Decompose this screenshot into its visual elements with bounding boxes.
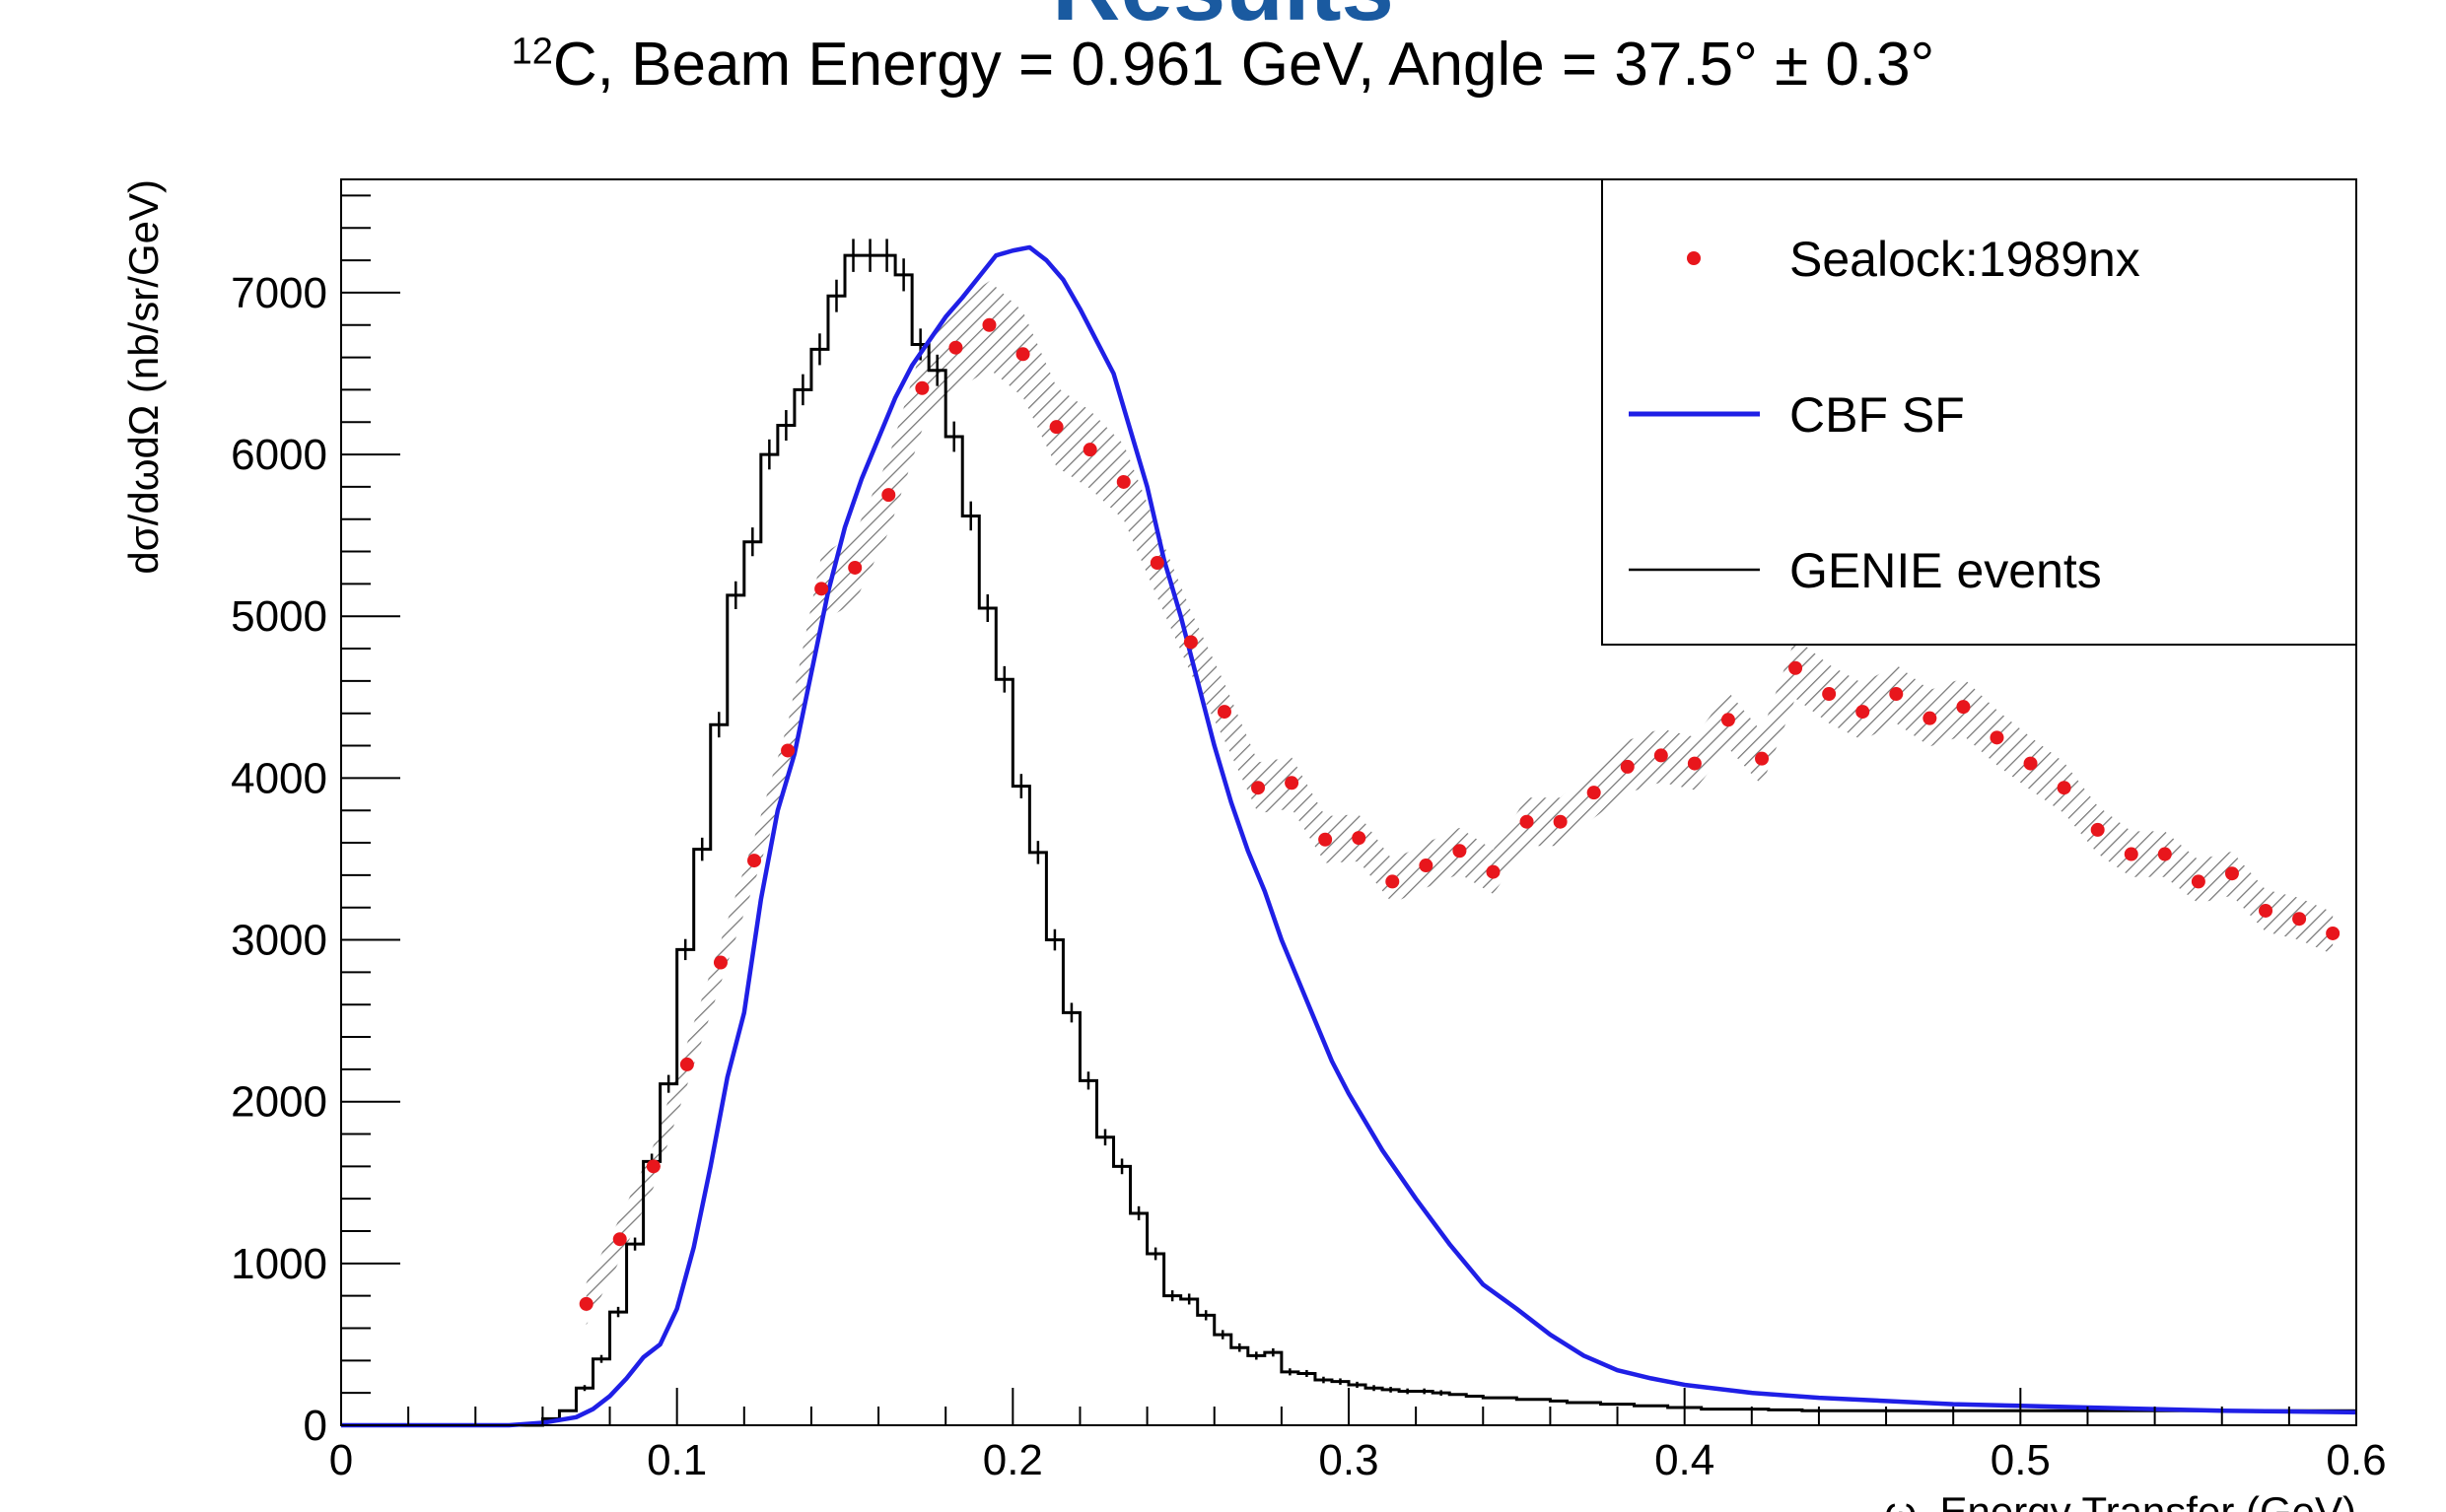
sealock-data-point <box>1855 705 1870 720</box>
sealock-data-point <box>747 854 762 868</box>
sealock-data-point <box>982 317 997 332</box>
sealock-data-point <box>1822 687 1837 702</box>
x-tick-label: 0.1 <box>647 1436 707 1484</box>
y-axis-title: dσ/dωdΩ (nb/sr/GeV) <box>120 179 167 575</box>
sealock-data-point <box>814 582 829 596</box>
legend-marker-sealock <box>1687 251 1701 265</box>
sealock-data-point <box>1922 711 1937 725</box>
nucleus-mass-number: 12 <box>511 31 553 73</box>
x-tick-label: 0.4 <box>1654 1436 1714 1484</box>
sealock-data-point <box>1419 859 1433 873</box>
sealock-data-point <box>848 560 863 575</box>
sealock-data-point <box>1755 751 1770 766</box>
x-axis-title: ω, Energy Transfer (GeV) <box>1884 1488 2356 1512</box>
sealock-data-point <box>1318 832 1333 847</box>
sealock-data-point <box>2157 847 2172 861</box>
y-tick-label: 7000 <box>231 269 327 317</box>
legend-label-sealock: Sealock:1989nx <box>1789 232 2140 287</box>
x-tick-label: 0.3 <box>1318 1436 1378 1484</box>
x-tick-label: 0.6 <box>2326 1436 2386 1484</box>
sealock-data-point <box>612 1232 627 1247</box>
sealock-data-point <box>1015 347 1030 362</box>
sealock-data-point <box>781 743 796 758</box>
legend: Sealock:1989nx CBF SF GENIE events <box>1601 178 2357 646</box>
sealock-data-point <box>679 1057 694 1071</box>
sealock-data-point <box>579 1296 594 1311</box>
plot-title: 12C, Beam Energy = 0.961 GeV, Angle = 37… <box>0 30 2446 100</box>
y-tick-label: 2000 <box>231 1078 327 1127</box>
sealock-data-points <box>579 317 2341 1311</box>
sealock-data-point <box>1553 814 1568 829</box>
sealock-data-point <box>1183 635 1198 650</box>
legend-label-genie: GENIE events <box>1789 543 2102 598</box>
sealock-data-point <box>1452 844 1467 859</box>
sealock-data-point <box>1049 420 1064 435</box>
sealock-data-point <box>2090 822 2105 837</box>
sealock-data-point <box>1889 687 1904 702</box>
y-tick-label: 5000 <box>231 592 327 641</box>
cbf-sf-curve <box>341 244 2357 1428</box>
sealock-data-point <box>1586 786 1601 800</box>
sealock-data-point <box>915 380 930 395</box>
sealock-data-point <box>1385 874 1400 889</box>
y-tick-label: 4000 <box>231 754 327 802</box>
legend-label-cbf-sf: CBF SF <box>1789 387 1965 443</box>
genie-histogram <box>341 239 2356 1427</box>
y-tick-label: 3000 <box>231 917 327 965</box>
sealock-data-point <box>1285 776 1299 790</box>
sealock-data-point <box>1150 556 1164 571</box>
sealock-data-point <box>713 955 728 970</box>
sealock-data-point <box>2023 756 2038 771</box>
y-tick-label: 6000 <box>231 431 327 479</box>
sealock-data-point <box>2224 866 2239 881</box>
sealock-data-point <box>1620 759 1635 774</box>
axes: 0 0.1 0.2 0.3 0.4 0.5 0.6 0 1000 2000 3000 4000 5000… <box>231 194 2387 1484</box>
x-tick-label: 0.2 <box>983 1436 1043 1484</box>
sealock-data-point <box>1116 474 1131 489</box>
sealock-data-point <box>1956 700 1971 715</box>
sealock-data-point <box>881 488 896 503</box>
y-tick-label: 1000 <box>231 1240 327 1288</box>
sealock-data-point <box>646 1159 661 1174</box>
sealock-data-point <box>1083 443 1097 457</box>
sealock-data-point <box>1990 730 2004 745</box>
x-tick-label: 0 <box>329 1436 353 1484</box>
sealock-data-point <box>1352 831 1366 846</box>
sealock-data-point <box>948 340 963 355</box>
sealock-data-point <box>1251 781 1266 795</box>
cbf-sf-line <box>341 244 2357 1428</box>
y-tick-label: 0 <box>304 1402 327 1450</box>
genie-histogram-steps <box>341 253 2356 1427</box>
sealock-data-point <box>2326 926 2341 940</box>
sealock-data-point <box>2259 903 2273 918</box>
sealock-data-point <box>2191 874 2205 889</box>
sealock-data-point <box>2292 912 2307 927</box>
x-tick-label: 0.5 <box>1991 1436 2051 1484</box>
sealock-data-point <box>1217 705 1231 720</box>
sealock-data-point <box>1788 660 1803 675</box>
sealock-data-point <box>1486 864 1501 879</box>
sealock-data-point <box>2124 847 2138 861</box>
plot-title-text: C, Beam Energy = 0.961 GeV, Angle = 37.5… <box>552 31 1935 99</box>
sealock-data-point <box>1653 748 1668 763</box>
sealock-data-point <box>1687 756 1702 771</box>
sealock-data-point <box>1720 713 1735 727</box>
page-title: Results <box>0 0 2446 35</box>
sealock-data-point <box>2057 781 2071 795</box>
sealock-data-point <box>1519 814 1534 829</box>
